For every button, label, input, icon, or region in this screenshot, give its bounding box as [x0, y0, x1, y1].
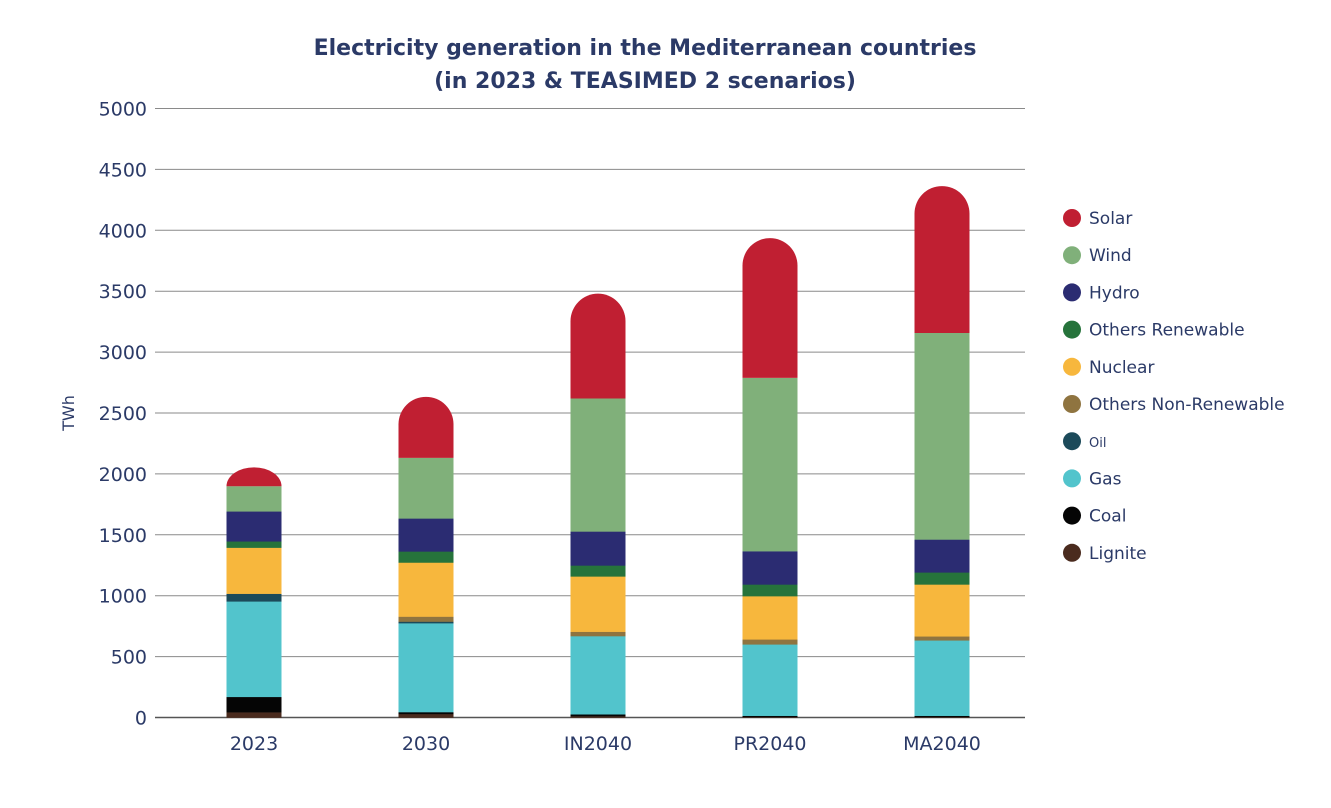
bar-segment-lignite [914, 716, 970, 718]
y-tick-label: 1500 [99, 525, 147, 547]
bar-segment-others-non-renewable [570, 631, 626, 637]
bar-segment-others-non-renewable [742, 639, 798, 645]
bar-segment-others-renewable [226, 541, 282, 548]
y-tick-label: 1000 [99, 586, 147, 608]
legend-marker [1063, 283, 1081, 302]
x-tick-label: MA2040 [903, 733, 981, 755]
legend-label: Lignite [1089, 544, 1147, 564]
legend-marker [1063, 246, 1081, 265]
bar-segment-solar [398, 396, 454, 458]
y-tick-label: 4000 [99, 220, 147, 242]
bar-segment-solar [570, 293, 626, 399]
bar-segment-oil [226, 593, 282, 602]
legend-marker [1063, 395, 1081, 413]
bar-segment-others-renewable [914, 572, 970, 585]
bar-segment-hydro [398, 518, 454, 552]
y-tick-label: 3000 [99, 342, 147, 364]
bar-segment-lignite [570, 716, 626, 718]
bar-segment-nuclear [226, 547, 282, 594]
bar-segment-lignite [742, 716, 798, 718]
legend-label: Coal [1089, 507, 1126, 527]
bar-segment-gas [914, 640, 970, 716]
legend-marker [1063, 320, 1081, 339]
bar-segment-lignite [398, 713, 454, 718]
bar-segment-oil [398, 621, 454, 624]
legend-label: Hydro [1089, 283, 1140, 303]
bar-segment-wind [226, 486, 282, 512]
bar-segment-gas [742, 644, 798, 716]
legend-marker [1063, 357, 1081, 376]
y-axis-label: TWh [59, 395, 78, 432]
x-tick-label: IN2040 [564, 733, 632, 755]
legend-label: Oil [1089, 436, 1106, 451]
bar-segment-wind [742, 377, 798, 552]
bar-segment-others-renewable [398, 551, 454, 563]
bar-segment-wind [914, 332, 970, 540]
bar-segment-coal [914, 715, 970, 718]
bar-segment-others-renewable [742, 584, 798, 597]
chart-title-line-1: Electricity generation in the Mediterran… [313, 36, 977, 61]
bar-segment-hydro [226, 511, 282, 542]
y-tick-label: 4500 [99, 159, 147, 181]
legend-label: Solar [1089, 209, 1132, 229]
legend-label: Wind [1089, 246, 1132, 266]
y-tick-label: 2500 [99, 403, 147, 425]
bar-segment-gas [570, 636, 626, 715]
bar-segment-solar [226, 467, 282, 487]
y-tick-label: 3500 [99, 281, 147, 303]
bar-segment-nuclear [742, 596, 798, 640]
bar-segment-coal [226, 696, 282, 713]
legend-label: Others Renewable [1089, 321, 1245, 341]
bar-segment-wind [398, 457, 454, 519]
legend-marker [1063, 469, 1081, 488]
bar-segment-wind [570, 398, 626, 532]
y-tick-label: 500 [111, 647, 147, 669]
bar-segment-nuclear [398, 562, 454, 617]
bar-segment-others-renewable [570, 565, 626, 577]
bar-segment-hydro [742, 551, 798, 585]
bar-segment-nuclear [914, 584, 970, 637]
bar-segment-others-non-renewable [914, 636, 970, 641]
legend-marker [1063, 209, 1081, 227]
bar-segment-coal [570, 714, 626, 717]
legend-label: Others Non-Renewable [1089, 395, 1285, 415]
legend-marker [1063, 506, 1081, 525]
y-tick-label: 0 [135, 708, 147, 730]
chart-title: Electricity generation in the Mediterran… [0, 32, 1290, 98]
x-tick-label: 2023 [230, 733, 278, 755]
bar-segment-others-non-renewable [398, 616, 454, 622]
chart-title-line-2: (in 2023 & TEASIMED 2 scenarios) [434, 69, 856, 94]
bar-segment-lignite [226, 712, 282, 718]
bar-segment-nuclear [570, 576, 626, 632]
legend-marker [1063, 432, 1081, 451]
bar-segment-hydro [914, 539, 970, 573]
bar-segment-solar [914, 186, 970, 333]
bar-segment-coal [398, 712, 454, 715]
x-tick-label: 2030 [402, 733, 450, 755]
bar-segment-gas [226, 601, 282, 698]
bar-segment-hydro [570, 531, 626, 566]
legend-label: Gas [1089, 469, 1122, 489]
legend-label: Nuclear [1089, 358, 1154, 378]
y-tick-label: 2000 [99, 464, 147, 486]
y-tick-label: 5000 [99, 99, 147, 121]
bar-segment-coal [742, 715, 798, 718]
x-tick-label: PR2040 [733, 733, 806, 755]
legend-marker [1063, 543, 1081, 562]
bar-segment-gas [398, 623, 454, 713]
bar-segment-solar [742, 238, 798, 378]
